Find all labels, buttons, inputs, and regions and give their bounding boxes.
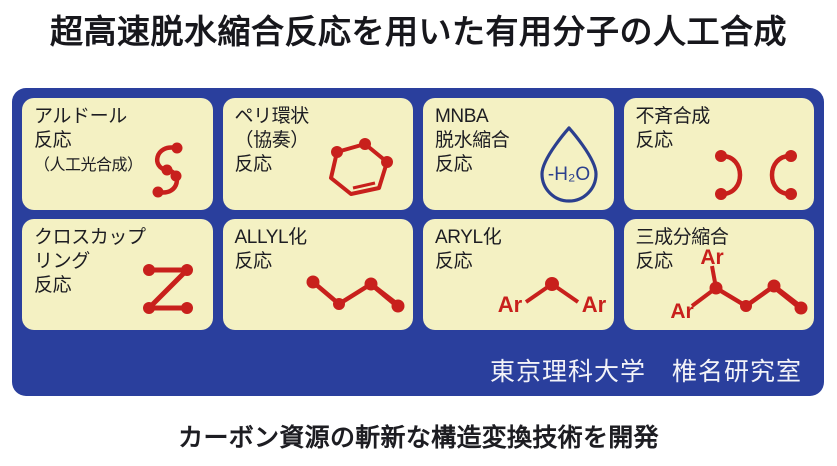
card-label: 不斉合成 反応 [635,106,711,151]
card-cross-coupling-reaction[interactable]: クロスカップ リング 反応 [22,218,213,330]
card-mnba-dehydration-reaction[interactable]: MNBA 脱水縮合 反応 -H₂O [423,98,614,210]
page-title: 超高速脱水縮合反応を用いた有用分子の人工合成 [50,13,787,50]
reaction-card-grid: アルドール 反応 （人工光合成） ペリ環状 （協奏） 反応 [22,98,814,330]
card-allylation-reaction[interactable]: ALLYL化 反応 [222,218,413,330]
aryl-bridge-molecule-icon: Ar Ar [494,270,610,324]
card-three-component-condensation-reaction[interactable]: 三成分縮合 反応 Ar Ar [623,218,814,330]
water-drop-label: -H₂O [547,164,589,185]
card-arylation-reaction[interactable]: ARYL化 反応 Ar Ar [423,218,614,330]
bottom-caption: カーボン資源の斬新な構造変換技術を開発 [178,424,659,452]
z-shape-molecule-icon [137,260,199,322]
card-aldol-reaction[interactable]: アルドール 反応 （人工光合成） [22,98,213,210]
hexagon-ring-molecule-icon [319,128,403,206]
water-drop-icon: -H₂O [530,122,608,204]
card-asymmetric-synthesis-reaction[interactable]: 不斉合成 反応 [623,98,814,210]
card-pericyclic-reaction[interactable]: ペリ環状 （協奏） 反応 [222,98,413,210]
card-label: ALLYL化 反応 [234,226,308,272]
chirality-mirror-icon [708,144,804,206]
lab-credit: 東京理科大学 椎名研究室 [489,358,802,386]
card-label: MNBA 脱水縮合 反応 [435,106,510,175]
card-sublabel: （人工光合成） [34,157,143,174]
aryl-label-top: Ar [700,248,723,269]
three-component-molecule-icon: Ar Ar [666,248,812,328]
card-label: ペリ環状 （協奏） 反応 [234,106,310,175]
card-label: ARYL化 反応 [435,226,502,272]
s-curve-molecule-icon [131,134,205,208]
aryl-label-left: Ar [497,292,522,317]
aryl-label-right: Ar [581,292,606,317]
allyl-chain-molecule-icon [299,270,409,322]
card-label: 三成分縮合 反応 [635,226,729,272]
aryl-label-left: Ar [670,300,693,323]
blue-panel: アルドール 反応 （人工光合成） ペリ環状 （協奏） 反応 [12,88,824,396]
card-label: アルドール 反応 [34,106,127,151]
card-label: クロスカップ リング 反応 [34,226,146,296]
